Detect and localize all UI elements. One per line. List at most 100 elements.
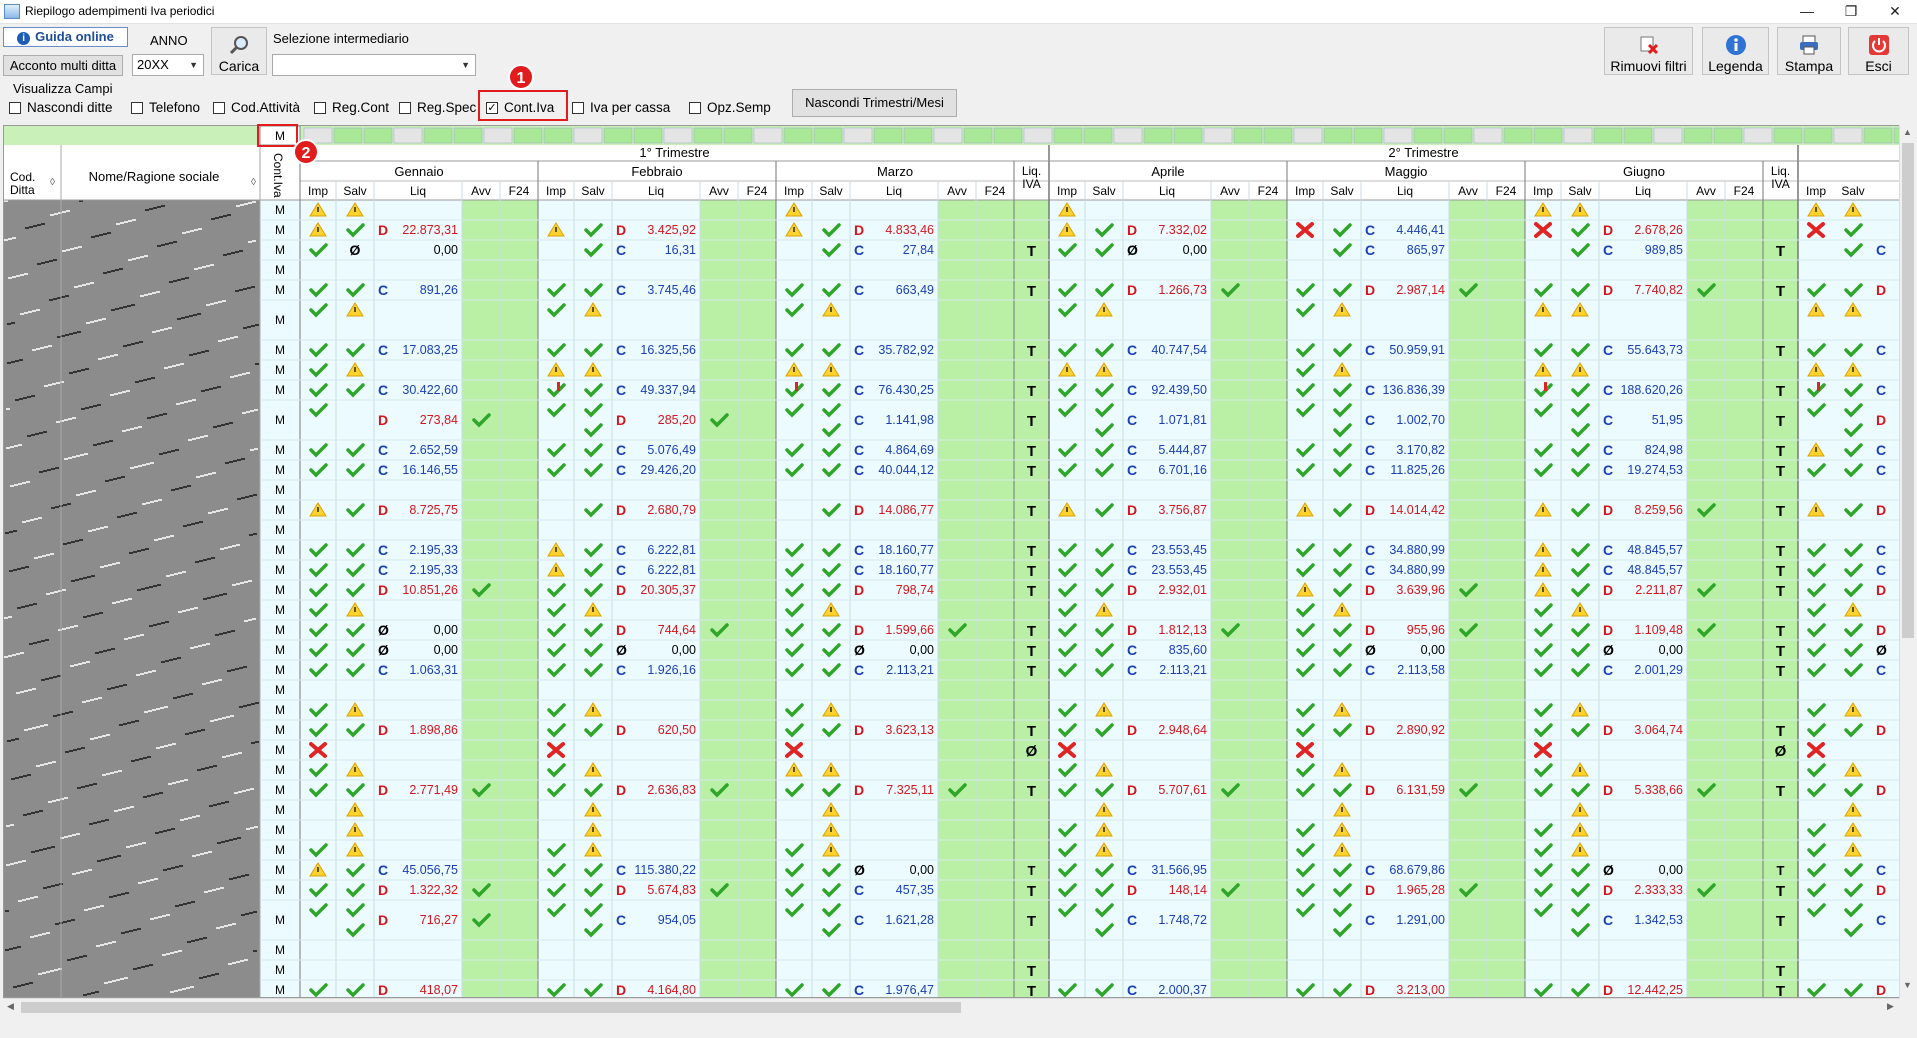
noise-pixel	[254, 409, 258, 411]
noise-pixel	[237, 459, 241, 461]
check-telefono[interactable]: Telefono	[131, 100, 200, 115]
noise-pixel	[234, 753, 238, 755]
noise-pixel	[153, 624, 157, 626]
filter-cell	[1773, 127, 1803, 144]
check-opz-semp[interactable]: Opz.Semp	[689, 100, 771, 115]
check-icon	[822, 883, 841, 898]
highlight-contiva-filter	[257, 124, 298, 147]
stampa-button[interactable]: Stampa	[1777, 27, 1841, 75]
noise-pixel	[113, 856, 117, 858]
noise-pixel	[55, 923, 59, 925]
close-icon[interactable]: ✕	[1889, 3, 1901, 19]
noise-pixel	[119, 307, 123, 309]
check-reg-spec[interactable]: Reg.Spec	[399, 100, 476, 115]
scroll-up-icon[interactable]: ▲	[1903, 127, 1912, 137]
liq-iva-value: T	[1776, 413, 1785, 430]
noise-pixel	[99, 651, 103, 653]
maximize-icon[interactable]: ❐	[1844, 3, 1858, 19]
check-icon	[785, 903, 804, 918]
intermediario-select[interactable]: ▼	[272, 54, 476, 76]
sub-header: F24	[985, 184, 1006, 198]
liq-type: C	[1876, 662, 1886, 678]
check-cod-attivita[interactable]: Cod.Attività	[213, 100, 300, 115]
check-icon	[1058, 463, 1077, 478]
noise-pixel	[178, 611, 182, 613]
noise-pixel	[107, 271, 111, 273]
liq-amount: 663,49	[896, 283, 934, 297]
noise-pixel	[246, 828, 250, 830]
liq-amount: 0,00	[1659, 643, 1683, 657]
scroll-down-icon[interactable]: ▼	[1903, 980, 1912, 990]
rimuovi-filtri-label: Rimuovi filtri	[1610, 58, 1687, 74]
scroll-left-icon[interactable]: ◀	[7, 1001, 14, 1011]
acconto-multi-ditta-button[interactable]: Acconto multi ditta	[3, 55, 123, 76]
guida-online-button[interactable]: i Guida online	[3, 27, 128, 47]
liq-type: C	[1876, 562, 1886, 578]
horizontal-scroll-thumb[interactable]	[21, 1002, 961, 1013]
liq-iva-column-bg	[1763, 126, 1798, 997]
horizontal-scrollbar[interactable]: ◀ ▶	[3, 998, 1900, 1015]
noise-pixel	[12, 654, 16, 656]
check-icon	[822, 423, 841, 438]
vertical-scrollbar[interactable]: ▲ ▼	[1899, 125, 1916, 998]
carica-button[interactable]: Carica	[211, 27, 267, 75]
warning-icon-mark	[1341, 367, 1343, 372]
sub-header: Imp	[1295, 184, 1315, 198]
col-cont-iva: Cont.Iva	[271, 153, 285, 198]
cont-iva-cell: M	[275, 413, 285, 427]
cont-iva-cell: M	[275, 313, 285, 327]
check-icon	[1058, 283, 1077, 298]
noise-pixel	[134, 844, 138, 846]
noise-pixel	[154, 917, 158, 919]
rimuovi-filtri-button[interactable]: Rimuovi filtri	[1604, 27, 1693, 75]
vertical-scroll-thumb[interactable]	[1902, 143, 1914, 638]
warning-icon-mark	[1852, 367, 1854, 372]
noise-pixel	[178, 950, 182, 952]
check-reg-cont[interactable]: Reg.Cont	[314, 100, 389, 115]
noise-pixel	[233, 877, 237, 879]
check-cont-iva[interactable]: ✓ Cont.Iva	[486, 100, 554, 115]
check-icon	[1807, 663, 1826, 678]
check-icon	[1807, 283, 1826, 298]
noise-pixel	[208, 473, 212, 475]
noise-pixel	[107, 232, 111, 234]
nascondi-trimestri-button[interactable]: Nascondi Trimestri/Mesi	[792, 89, 957, 117]
liq-amount: 20.305,37	[640, 583, 696, 597]
check-icon	[1534, 983, 1553, 997]
anno-select[interactable]: 20XX ▼	[132, 54, 204, 76]
esci-button[interactable]: Esci	[1848, 27, 1909, 75]
noise-pixel	[24, 312, 28, 314]
minimize-icon[interactable]: —	[1800, 3, 1814, 19]
legenda-button[interactable]: Legenda	[1702, 27, 1769, 75]
check-icon	[547, 783, 566, 798]
noise-pixel	[5, 910, 9, 912]
noise-pixel	[229, 461, 233, 463]
check-icon	[1058, 623, 1077, 638]
liq-iva-value: T	[1777, 863, 1785, 878]
check-nascondi-ditte[interactable]: Nascondi ditte	[9, 100, 113, 115]
noise-pixel	[217, 803, 221, 805]
liq-amount: 1.812,13	[1158, 623, 1207, 637]
cont-iva-cell: M	[275, 623, 285, 637]
liq-type: C	[1127, 642, 1137, 658]
noise-pixel	[240, 582, 244, 584]
check-icon	[1807, 823, 1826, 838]
scroll-right-icon[interactable]: ▶	[1887, 1001, 1894, 1011]
cont-iva-cell: M	[275, 683, 285, 697]
liq-amount: 3.745,46	[647, 283, 696, 297]
error-icon	[1534, 742, 1552, 758]
noise-pixel	[106, 356, 110, 358]
filter-cell	[1053, 127, 1083, 144]
noise-pixel	[248, 241, 252, 243]
filter-cell	[1113, 127, 1143, 144]
noise-pixel	[47, 886, 51, 888]
check-icon	[1058, 403, 1077, 418]
check-iva-per-cassa[interactable]: Iva per cassa	[572, 100, 670, 115]
noise-pixel	[189, 354, 193, 356]
check-icon	[822, 283, 841, 298]
noise-pixel	[255, 741, 259, 743]
noise-pixel	[187, 485, 191, 487]
noise-pixel	[38, 517, 42, 519]
check-icon	[1807, 903, 1826, 918]
liq-type: Ø	[854, 642, 865, 658]
